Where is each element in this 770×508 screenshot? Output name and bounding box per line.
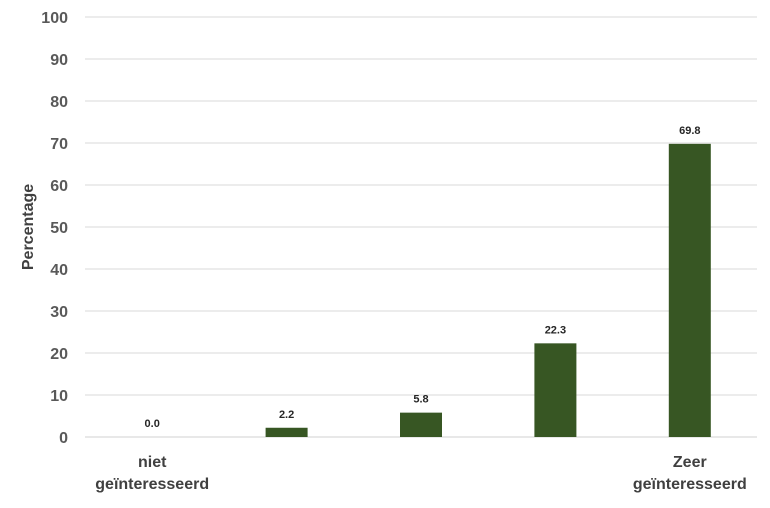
y-tick-label: 30 (50, 304, 68, 321)
y-tick-label: 90 (50, 52, 68, 69)
y-tick-label: 0 (59, 430, 68, 447)
x-category-label: geïnteresseerd (95, 476, 209, 493)
y-tick-label: 50 (50, 220, 68, 237)
bar-data-label: 2.2 (279, 409, 294, 421)
bar (400, 412, 442, 437)
y-tick-label: 20 (50, 346, 68, 363)
bars (265, 143, 711, 437)
bar (534, 343, 577, 437)
bar-data-label: 22.3 (545, 324, 566, 336)
data-labels: 0.0 2.2 5.8 22.3 69.8 (145, 125, 701, 430)
x-category-label: geïnteresseerd (633, 476, 747, 493)
y-axis-title: Percentage (20, 184, 37, 270)
y-tick-label: 60 (50, 178, 68, 195)
gridlines (85, 16, 757, 438)
x-axis-categories: niet geïnteresseerd Zeer geïnteresseerd (95, 454, 746, 493)
bar (668, 143, 711, 437)
bar-data-label: 5.8 (413, 394, 428, 406)
bar-data-label: 0.0 (145, 418, 160, 430)
bar-data-label: 69.8 (679, 125, 700, 137)
y-tick-label: 80 (50, 94, 68, 111)
bar (265, 427, 308, 437)
y-tick-label: 70 (50, 136, 68, 153)
y-tick-label: 100 (41, 10, 68, 27)
y-tick-label: 40 (50, 262, 68, 279)
x-category-label: niet (138, 454, 167, 471)
x-category-label: Zeer (673, 454, 707, 471)
y-axis-ticks: 0 10 20 30 40 50 60 70 80 90 100 (41, 10, 68, 447)
y-tick-label: 10 (50, 388, 68, 405)
